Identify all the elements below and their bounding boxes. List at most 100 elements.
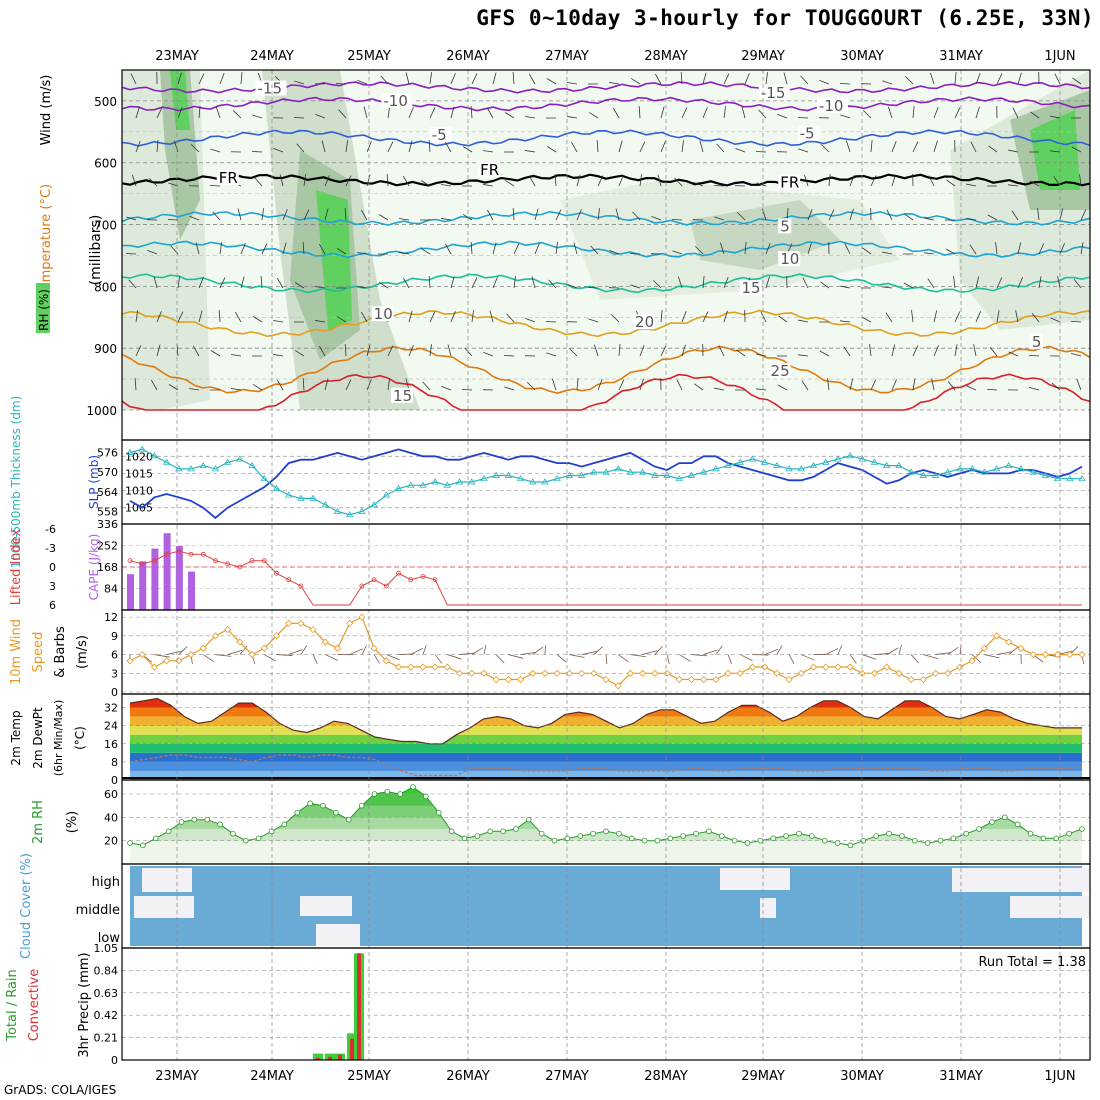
- wind-barb: [294, 80, 305, 85]
- thickness-point: [675, 474, 683, 482]
- surface-wind-barb: [984, 654, 1000, 659]
- rh-point: [1079, 826, 1085, 832]
- wind-speed-point: [1054, 650, 1062, 659]
- contour-label-bg: [429, 126, 452, 142]
- wind-barb: [219, 72, 225, 85]
- wind-barb: [1038, 276, 1042, 289]
- wind-barb: [198, 277, 204, 289]
- rh-point: [268, 828, 275, 835]
- precip-tick-label: 0: [111, 1054, 118, 1067]
- wind-speed-point: [956, 663, 964, 671]
- pressure-tick-label: 600: [94, 157, 117, 171]
- wind-speed-point: [541, 669, 549, 677]
- wind-barb: [321, 140, 326, 153]
- wind-barb: [273, 147, 284, 153]
- wind-barb: [891, 344, 896, 357]
- wind-barb: [387, 345, 394, 357]
- wind-barb: [596, 140, 599, 153]
- lifted-index-point: [420, 574, 426, 579]
- contour-label: -5: [432, 126, 447, 144]
- wind-barb: [156, 140, 159, 153]
- wind-barb: [820, 144, 830, 153]
- thickness-point: [590, 468, 598, 475]
- lifted-index-point: [432, 577, 438, 583]
- bottom-date-label: 29MAY: [741, 1069, 785, 1084]
- cloud-block: [720, 868, 790, 890]
- thickness-point: [297, 494, 305, 501]
- wind-barb: [552, 378, 557, 391]
- contour-label: 10: [780, 250, 799, 268]
- wind-barb: [660, 310, 663, 323]
- lifted-index-line: [129, 550, 1082, 606]
- wind-barb: [933, 140, 938, 153]
- wind-barb: [933, 345, 939, 357]
- bottom-date-label: 30MAY: [840, 1069, 884, 1084]
- slp-tick-label: 1015: [125, 467, 153, 480]
- wind-barb: [843, 346, 851, 357]
- wind-barb: [273, 354, 284, 357]
- thickness-point: [455, 478, 464, 485]
- thickness-point: [126, 448, 134, 455]
- wind-barb: [1054, 73, 1061, 85]
- wind-barb: [177, 72, 182, 85]
- lifted-index-point: [408, 577, 414, 583]
- wind-speed-point: [870, 669, 879, 677]
- thickness-point: [651, 471, 659, 478]
- rh-point: [1027, 830, 1034, 837]
- wind-speed-point: [944, 669, 952, 677]
- wind-barb: [546, 78, 557, 85]
- rh-point: [963, 830, 970, 837]
- iso-m10: [121, 96, 1091, 112]
- thickness-point: [712, 465, 720, 472]
- wind-barb: [970, 141, 977, 153]
- wind-barb: [386, 174, 389, 187]
- wind-barb: [693, 182, 704, 187]
- wind-barb: [778, 315, 788, 323]
- wind-barb: [483, 352, 494, 357]
- wind-barb: [610, 314, 620, 323]
- cloud-level-label: high: [92, 875, 120, 890]
- wind-barb: [953, 276, 956, 289]
- rh-point: [435, 809, 442, 816]
- wind-barb: [735, 148, 746, 153]
- surface-wind-barb: [422, 645, 427, 655]
- cape-tick-label: 168: [97, 561, 118, 574]
- cape-axis-label: CAPE (J/kg): [87, 534, 101, 601]
- thickness-point: [382, 491, 391, 498]
- rh-point: [281, 821, 288, 828]
- thickness-point: [1041, 471, 1050, 478]
- wind-barb: [891, 140, 897, 153]
- surface-wind-barb: [532, 646, 544, 655]
- wind-barb: [904, 76, 914, 85]
- wind-barb: [988, 145, 998, 153]
- wind-barb: [344, 344, 347, 357]
- wind-barb: [366, 344, 371, 357]
- wind-barb: [135, 106, 140, 119]
- surface-wind-barb: [764, 648, 779, 655]
- thickness-point: [516, 474, 525, 482]
- surface-wind-barb: [825, 648, 839, 655]
- thickness-point: [565, 471, 574, 478]
- wind-barb: [798, 319, 809, 323]
- rh-point: [230, 830, 236, 837]
- thickness-line: [129, 448, 1082, 516]
- rh-point: [204, 816, 210, 823]
- wind-barb: [966, 218, 977, 221]
- wind-barb: [996, 310, 1000, 323]
- wind-barb: [891, 174, 896, 187]
- precip-tick-label: 0.84: [94, 964, 119, 977]
- thickness-point: [956, 465, 964, 472]
- temp-band: [130, 734, 1082, 744]
- lifted-index-point: [359, 583, 365, 589]
- wind-barb: [234, 311, 242, 323]
- rh-band: [130, 787, 1082, 794]
- wind-barb: [209, 185, 221, 187]
- wind-speed-point: [516, 675, 525, 684]
- cloud-block: [134, 896, 194, 918]
- rh-point: [140, 842, 146, 849]
- lifted-index-point: [139, 561, 145, 567]
- wind-barb: [1028, 354, 1040, 357]
- rh-point: [860, 837, 867, 844]
- wind-barb: [723, 276, 729, 289]
- surface-wind-barb: [666, 654, 670, 665]
